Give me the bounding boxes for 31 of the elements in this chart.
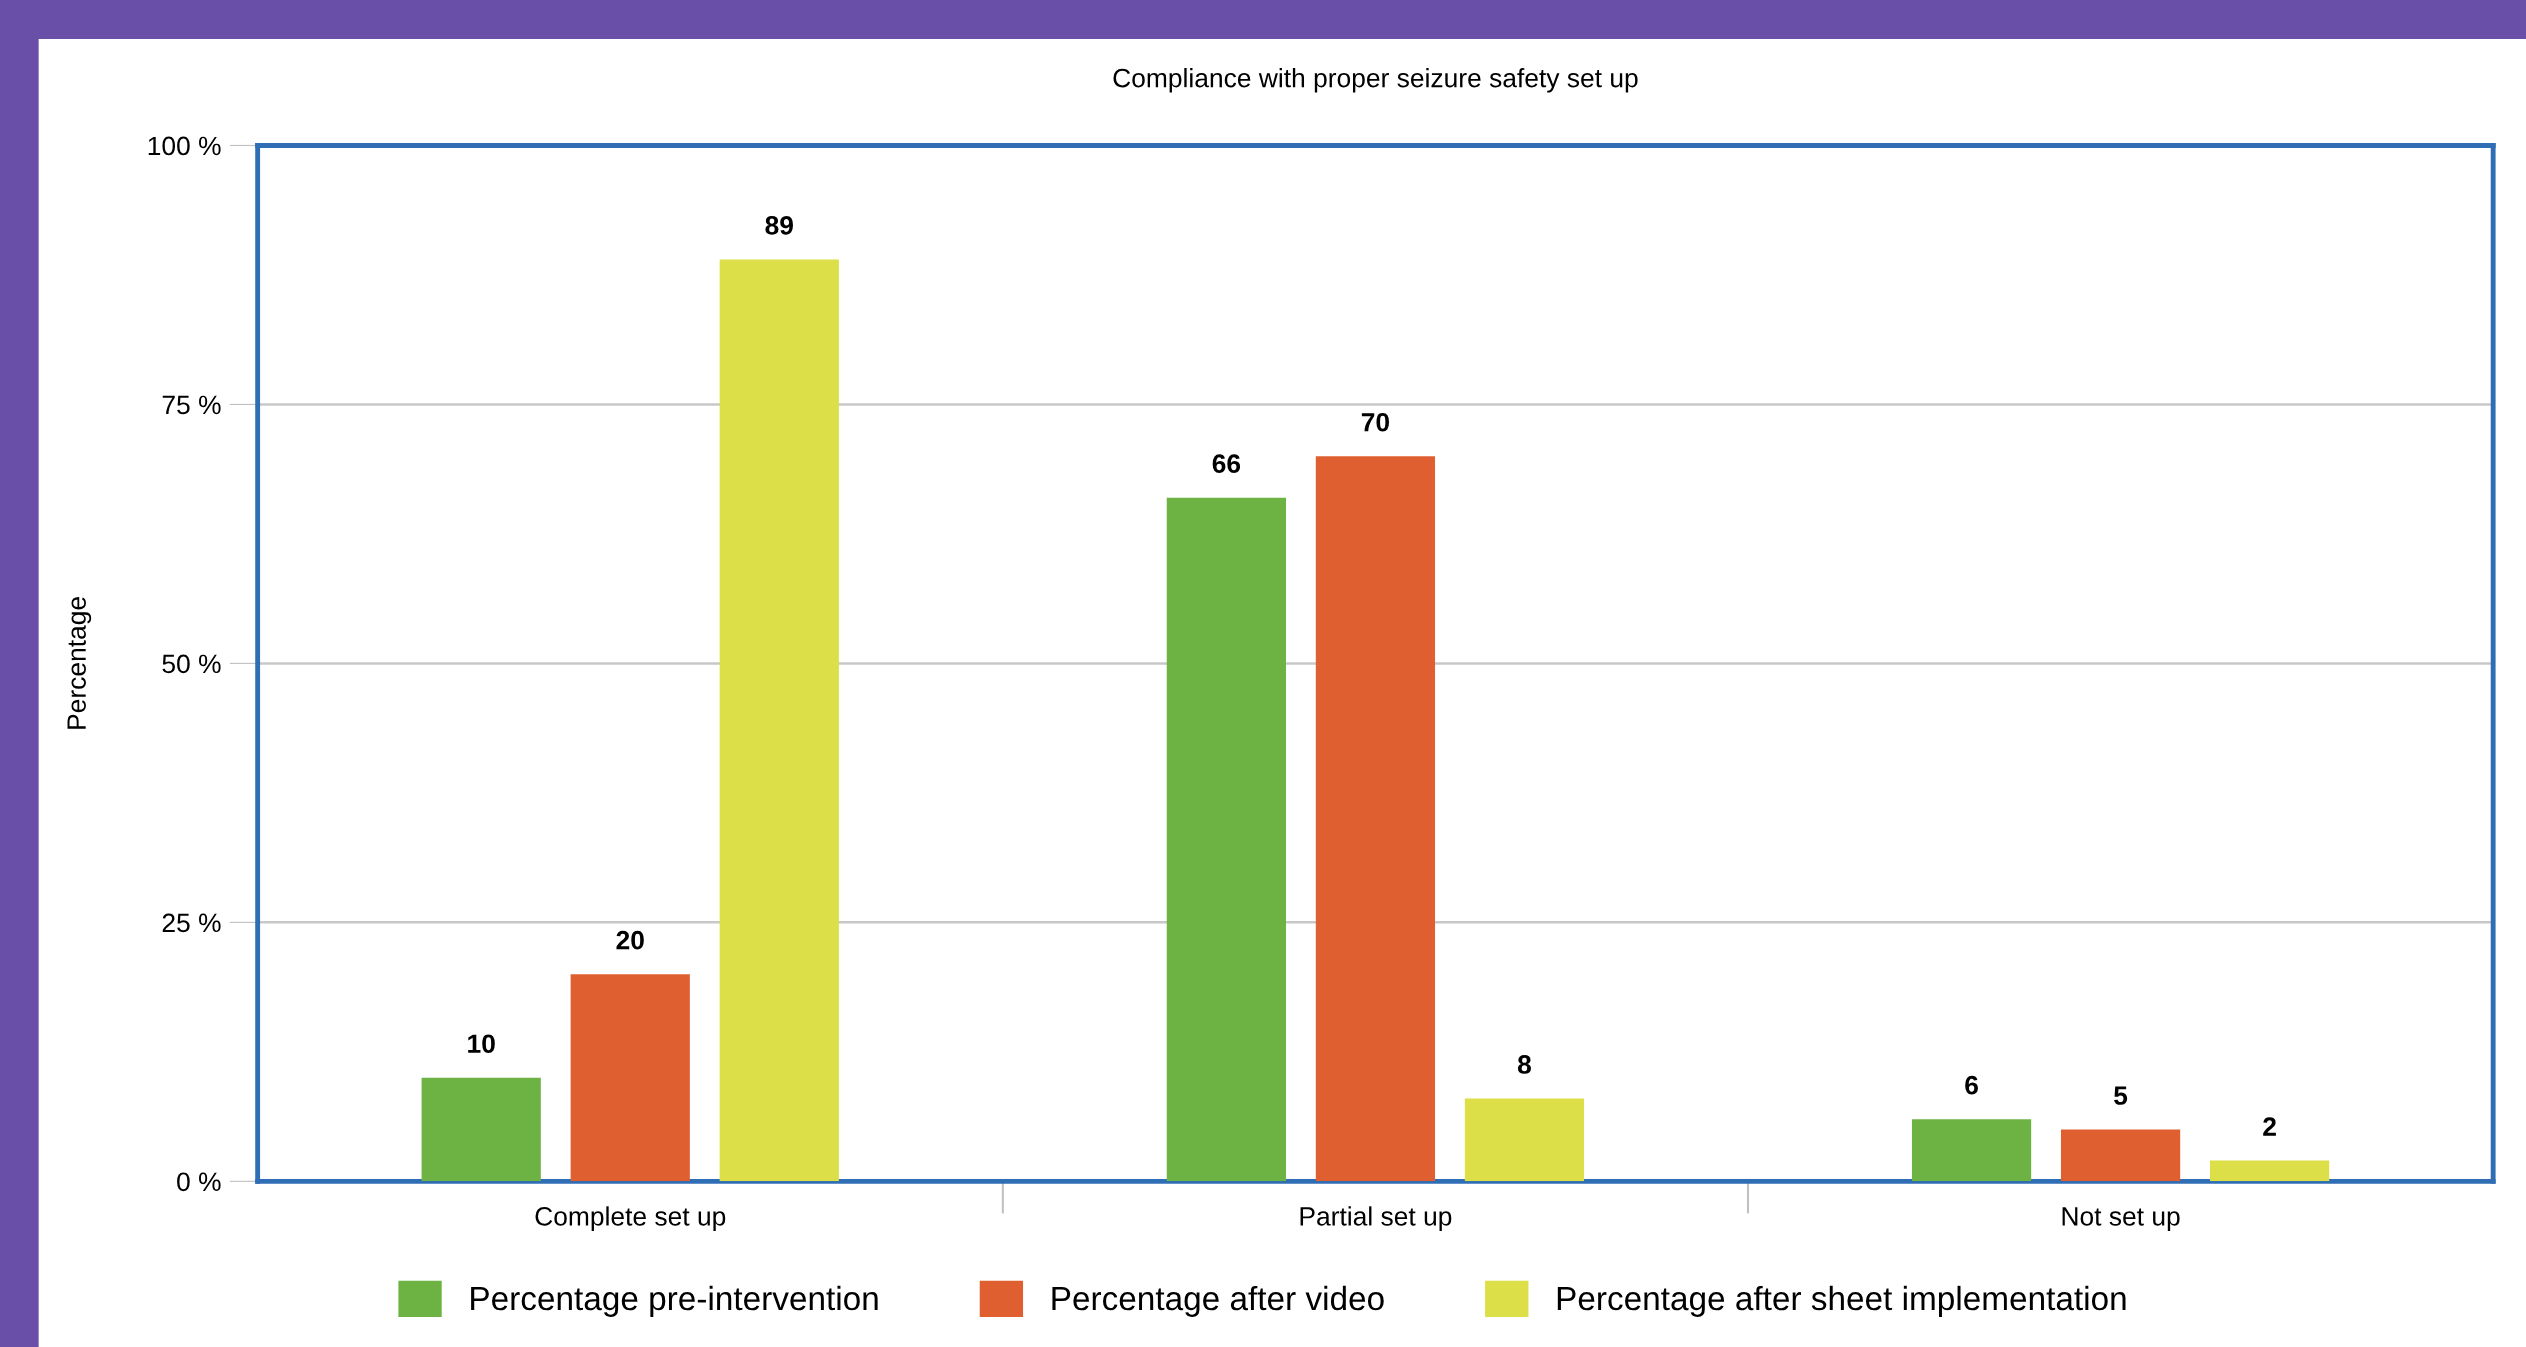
- y-axis-title: Percentage: [67, 597, 92, 729]
- bar: [570, 974, 690, 1182]
- data-label: 2: [2263, 1117, 2276, 1136]
- bar: [1166, 497, 1286, 1182]
- bar: [1911, 1119, 2032, 1182]
- legend-label: Percentage after sheet implementation: [1557, 1285, 2126, 1317]
- data-label: 5: [2114, 1086, 2128, 1105]
- data-label: 8: [1517, 1055, 1531, 1074]
- data-label: 6: [1965, 1075, 1978, 1095]
- x-tick-label: Complete set up: [535, 1206, 726, 1231]
- bar: [1464, 1098, 1585, 1182]
- y-tick-label: 50 %: [162, 654, 221, 674]
- y-tick-label: 75 %: [162, 395, 221, 415]
- legend-label: Percentage after video: [1052, 1285, 1384, 1317]
- data-label: 20: [616, 930, 644, 950]
- data-label: 89: [765, 216, 793, 235]
- bar: [1315, 456, 1436, 1182]
- x-tick-label: Partial set up: [1300, 1206, 1452, 1231]
- legend-label: Percentage pre-intervention: [471, 1285, 878, 1317]
- bar: [2060, 1129, 2181, 1182]
- y-tick-label: 25 %: [162, 913, 221, 933]
- data-label: 10: [468, 1034, 495, 1054]
- data-label: 66: [1212, 454, 1241, 473]
- y-tick-label: 0 %: [177, 1172, 221, 1192]
- bar: [2210, 1160, 2330, 1182]
- y-tick-label: 100 %: [148, 136, 221, 156]
- bar: [719, 259, 839, 1182]
- data-label: 70: [1361, 412, 1389, 432]
- x-tick-label: Not set up: [2062, 1207, 2180, 1231]
- chart-title: Compliance with proper seizure safety set up: [1113, 68, 1638, 93]
- bar: [421, 1077, 541, 1182]
